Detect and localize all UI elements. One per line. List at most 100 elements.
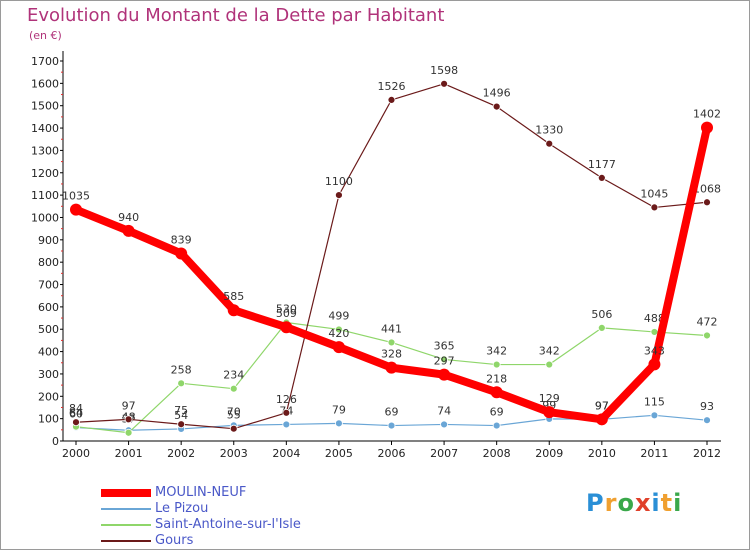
x-tick-label: 2008 — [483, 447, 511, 460]
data-point — [385, 361, 398, 374]
data-point — [703, 416, 711, 425]
data-label: 60 — [69, 408, 83, 421]
data-point — [387, 95, 396, 104]
data-point — [703, 198, 711, 207]
y-tick-label: 300 — [38, 368, 59, 381]
data-point — [545, 360, 554, 369]
x-tick-label: 2010 — [588, 447, 616, 460]
data-label: 585 — [223, 290, 244, 303]
data-point — [492, 102, 501, 111]
data-point — [597, 323, 606, 332]
x-tick-label: 2007 — [430, 447, 458, 460]
data-point — [595, 413, 608, 426]
data-label: 84 — [69, 402, 83, 415]
data-point — [440, 420, 448, 429]
data-point — [124, 428, 133, 437]
data-label: 93 — [700, 400, 714, 413]
data-label: 74 — [437, 404, 451, 417]
x-tick-label: 2012 — [693, 447, 721, 460]
x-tick-label: 2009 — [535, 447, 563, 460]
data-label: 1402 — [693, 108, 721, 121]
x-tick-label: 2004 — [272, 447, 300, 460]
y-tick-label: 500 — [38, 323, 59, 336]
data-label: 940 — [118, 211, 139, 224]
data-point — [72, 418, 80, 427]
y-tick-label: 1500 — [31, 100, 59, 113]
data-point — [387, 338, 396, 347]
data-label: 1598 — [430, 64, 458, 77]
data-label: 1177 — [588, 158, 616, 171]
data-point — [227, 304, 240, 317]
data-label: 97 — [595, 399, 609, 412]
data-point — [332, 341, 345, 354]
data-label: 343 — [644, 344, 665, 357]
y-tick-label: 1600 — [31, 77, 59, 90]
data-label: 342 — [486, 345, 507, 358]
data-label: 420 — [328, 327, 349, 340]
data-point — [703, 331, 711, 340]
chart-title: Evolution du Montant de la Dette par Hab… — [27, 5, 445, 26]
data-label: 70 — [227, 405, 241, 418]
data-point — [175, 247, 188, 260]
data-label: 509 — [276, 307, 297, 320]
data-point — [70, 203, 82, 216]
x-tick-label: 2011 — [640, 447, 668, 460]
data-label: 530 — [276, 303, 297, 316]
x-tick-label: 2001 — [115, 447, 143, 460]
data-label: 69 — [490, 406, 504, 419]
legend-swatch — [101, 508, 151, 510]
legend-label: MOULIN-NEUF — [155, 485, 247, 500]
data-label: 126 — [276, 393, 297, 406]
legend-swatch — [101, 489, 151, 497]
data-point — [282, 420, 291, 429]
x-tick-label: 2000 — [62, 447, 90, 460]
y-tick-label: 0 — [52, 435, 59, 448]
y-tick-label: 600 — [38, 301, 59, 314]
chart-subtitle: (en €) — [29, 29, 62, 42]
data-point — [597, 174, 606, 182]
y-tick-label: 100 — [38, 413, 59, 426]
y-tick-label: 1700 — [31, 55, 59, 68]
data-point — [490, 386, 503, 399]
legend-label: Saint-Antoine-sur-l'Isle — [155, 517, 301, 532]
data-label: 499 — [328, 309, 349, 322]
y-tick-label: 700 — [38, 279, 59, 292]
data-point — [335, 325, 343, 334]
data-point — [229, 424, 238, 433]
data-label: 64 — [69, 407, 83, 420]
data-label: 129 — [539, 392, 560, 405]
data-label: 365 — [434, 339, 455, 352]
series-line-3 — [75, 83, 708, 430]
data-label: 115 — [644, 395, 665, 408]
data-label: 97 — [122, 399, 136, 412]
legend-label: Le Pizou — [155, 501, 209, 516]
y-tick-label: 1000 — [31, 211, 59, 224]
y-tick-label: 200 — [38, 390, 59, 403]
data-label: 328 — [381, 348, 402, 361]
data-point — [387, 421, 396, 430]
data-label: 1045 — [640, 187, 668, 200]
proxiti-logo: Proxiti — [586, 489, 683, 517]
data-label: 1035 — [62, 190, 90, 203]
data-label: 488 — [644, 312, 665, 325]
x-tick-label: 2006 — [378, 447, 406, 460]
data-point — [124, 415, 133, 424]
data-point — [543, 406, 556, 419]
y-tick-label: 1200 — [31, 167, 59, 180]
data-label: 258 — [171, 363, 192, 376]
y-tick-label: 1100 — [31, 189, 59, 202]
data-point — [650, 328, 659, 336]
data-label: 1330 — [535, 124, 563, 137]
data-point — [438, 368, 451, 381]
x-tick-label: 2002 — [167, 447, 195, 460]
y-tick-label: 1300 — [31, 144, 59, 157]
data-point — [492, 360, 501, 369]
data-point — [335, 419, 343, 428]
data-label: 342 — [539, 345, 560, 358]
legend-label: Gours — [155, 533, 194, 548]
data-point — [335, 191, 343, 200]
data-point — [280, 321, 293, 334]
data-point — [650, 411, 659, 420]
